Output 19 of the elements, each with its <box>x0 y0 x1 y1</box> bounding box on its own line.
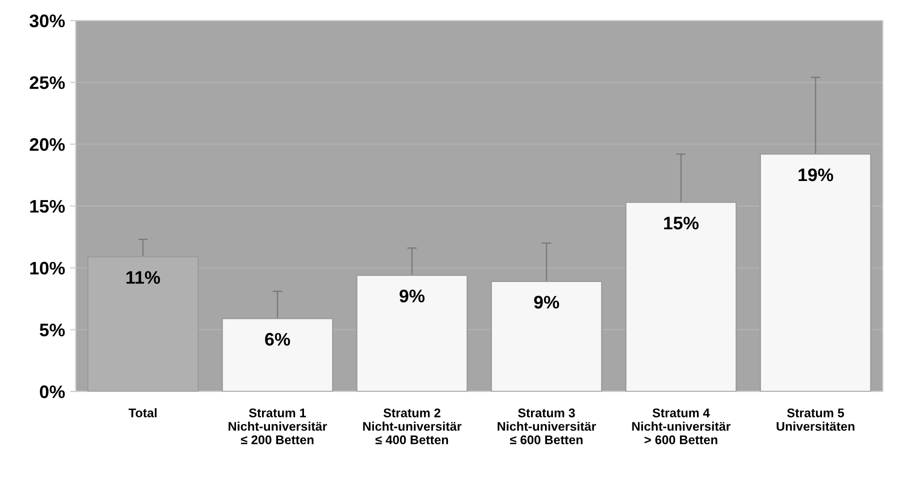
y-tick-label: 10% <box>30 262 65 275</box>
x-tick-label: Stratum 3 Nicht-universitär ≤ 600 Betten <box>498 408 596 444</box>
data-label: 6% <box>265 332 290 346</box>
x-tick-label: Stratum 5 Universitäten <box>776 408 854 431</box>
data-label: 19% <box>798 168 834 182</box>
y-tick-label: 5% <box>40 324 65 336</box>
data-label: 15% <box>664 216 699 230</box>
y-tick-label: 25% <box>30 76 65 90</box>
y-tick-label: 15% <box>30 200 65 213</box>
data-label: 9% <box>400 290 425 302</box>
y-tick-label: 20% <box>30 138 65 151</box>
x-tick-label: Total <box>128 408 157 418</box>
data-label: 9% <box>534 296 560 309</box>
x-tick-label: Stratum 4 Nicht-universitär > 600 Betten <box>632 408 731 444</box>
y-tick-label: 30% <box>30 14 65 28</box>
x-tick-label: Stratum 2 Nicht-universitär ≤ 400 Betten <box>363 408 462 444</box>
data-label: 11% <box>126 271 160 284</box>
y-tick-label: 0% <box>40 385 65 398</box>
x-tick-label: Stratum 1 Nicht-universitär ≤ 200 Betten <box>228 408 327 444</box>
